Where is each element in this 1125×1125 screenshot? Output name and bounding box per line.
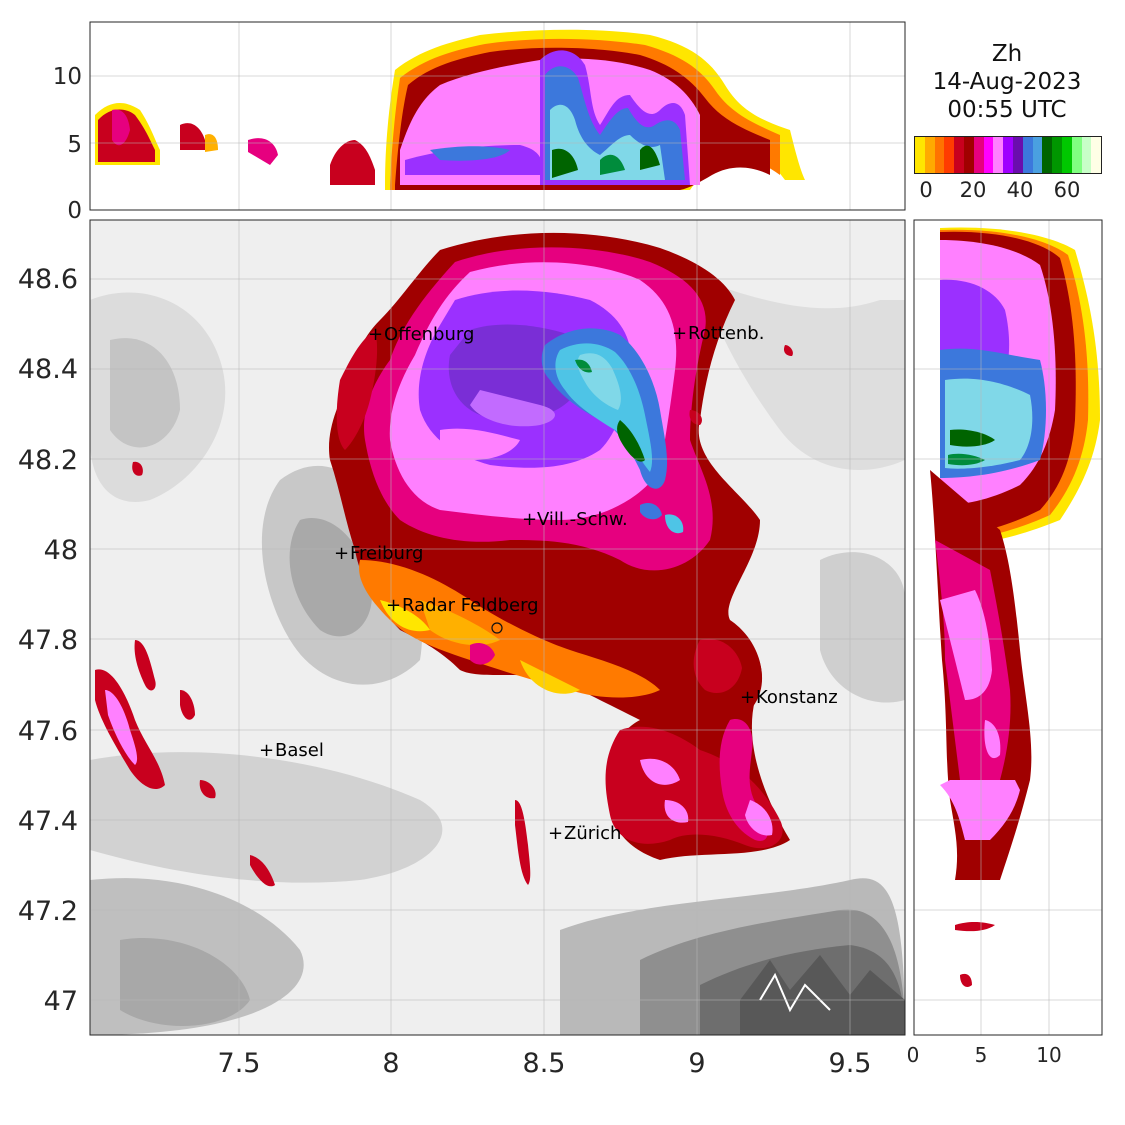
side-axes-frame xyxy=(913,219,1103,1036)
svg-text:+: + xyxy=(522,509,537,530)
city-villingen-schwenningen: + Vill.-Schw. xyxy=(522,509,628,530)
city-zurich: + Zürich xyxy=(548,823,621,844)
side-grid xyxy=(914,220,1102,1035)
city-label: Zürich xyxy=(564,823,621,844)
colorbar-swatch xyxy=(1032,137,1043,173)
date-title: 14-Aug-2023 xyxy=(932,69,1082,95)
y-tick-label: 5 xyxy=(67,132,82,158)
city-radar-feldberg: + Radar Feldberg xyxy=(386,595,539,616)
main-x-tick-labels: 7.5 8 8.5 9 9.5 xyxy=(218,1048,872,1079)
colorbar-swatch xyxy=(993,137,1004,173)
y-tick-label: 48.4 xyxy=(18,354,78,385)
colorbar-tick-label: 0 xyxy=(919,178,933,202)
city-label: Vill.-Schw. xyxy=(537,509,628,530)
colorbar-swatch xyxy=(1012,137,1023,173)
colorbar-tick-label: 40 xyxy=(1006,178,1034,202)
colorbar-tick-label: 20 xyxy=(959,178,987,202)
y-tick-label: 10 xyxy=(53,64,82,90)
title-block: Zh 14-Aug-2023 00:55 UTC xyxy=(912,40,1102,124)
top-y-tick-labels: 10 5 0 xyxy=(53,64,82,224)
x-tick-label: 9 xyxy=(688,1048,705,1079)
colorbar-swatch xyxy=(973,137,984,173)
colorbar-swatch xyxy=(1022,137,1033,173)
city-label: Basel xyxy=(275,740,324,761)
y-tick-label: 47 xyxy=(44,986,78,1017)
time-title: 00:55 UTC xyxy=(947,97,1067,123)
y-tick-label: 48.6 xyxy=(18,264,78,295)
x-tick-label: 8.5 xyxy=(523,1048,566,1079)
city-konstanz: + Konstanz xyxy=(740,687,838,708)
x-tick-label: 9.5 xyxy=(829,1048,872,1079)
city-rottenburg: + Rottenb. xyxy=(672,323,764,344)
city-label: Rottenb. xyxy=(688,323,764,344)
city-label: Offenburg xyxy=(384,324,474,345)
y-tick-label: 47.4 xyxy=(18,806,78,837)
colorbar-swatch xyxy=(934,137,945,173)
svg-text:+: + xyxy=(548,823,563,844)
y-tick-label: 0 xyxy=(67,198,82,224)
svg-text:+: + xyxy=(740,687,755,708)
svg-text:+: + xyxy=(672,323,687,344)
side-x-tick-labels: 0 5 10 xyxy=(907,1043,1062,1067)
city-label: Freiburg xyxy=(350,543,423,564)
top-cross-section-panel: 10 5 0 xyxy=(53,21,906,224)
svg-text:+: + xyxy=(368,324,383,345)
radar-site-marker xyxy=(491,622,503,634)
colorbar-swatch xyxy=(1061,137,1072,173)
city-basel: + Basel xyxy=(259,740,324,761)
city-label: Radar Feldberg xyxy=(402,595,539,616)
top-grid xyxy=(90,22,905,210)
main-axes-frame xyxy=(89,219,906,1036)
terrain-background xyxy=(90,220,905,1035)
x-tick-label: 7.5 xyxy=(218,1048,261,1079)
side-cross-section-panel: 0 5 10 xyxy=(907,219,1103,1067)
colorbar-swatch xyxy=(963,137,974,173)
svg-text:+: + xyxy=(386,595,401,616)
colorbar-swatch xyxy=(1081,137,1092,173)
colorbar-swatch xyxy=(1042,137,1053,173)
colorbar-swatch xyxy=(944,137,955,173)
x-tick-label: 10 xyxy=(1036,1043,1061,1067)
main-map-panel: + Offenburg + Rottenb. + Vill.-Schw. + F… xyxy=(18,219,906,1079)
colorbar-swatch xyxy=(915,137,925,173)
city-label: Konstanz xyxy=(756,687,838,708)
side-echo-profile xyxy=(930,227,1100,987)
city-freiburg: + Freiburg xyxy=(334,543,423,564)
colorbar xyxy=(914,136,1102,174)
main-y-tick-labels: 48.6 48.4 48.2 48 47.8 47.6 47.4 47.2 47 xyxy=(18,264,78,1017)
svg-text:+: + xyxy=(259,740,274,761)
colorbar-tick-label: 60 xyxy=(1053,178,1081,202)
main-grid xyxy=(90,220,905,1035)
city-layer: + Offenburg + Rottenb. + Vill.-Schw. + F… xyxy=(259,323,838,844)
colorbar-swatch xyxy=(1003,137,1013,173)
y-tick-label: 47.6 xyxy=(18,716,78,747)
svg-text:+: + xyxy=(334,543,349,564)
y-tick-label: 48.2 xyxy=(18,445,78,476)
colorbar-swatch xyxy=(983,137,994,173)
colorbar-swatch xyxy=(1071,137,1082,173)
y-tick-label: 47.2 xyxy=(18,896,78,927)
x-tick-label: 5 xyxy=(975,1043,988,1067)
city-offenburg: + Offenburg xyxy=(368,324,474,345)
y-tick-label: 47.8 xyxy=(18,625,78,656)
x-tick-label: 8 xyxy=(382,1048,399,1079)
colorbar-swatch xyxy=(1052,137,1062,173)
colorbar-swatch xyxy=(1091,137,1102,173)
top-echo-profile xyxy=(95,29,805,190)
y-tick-label: 48 xyxy=(44,535,78,566)
colorbar-swatch xyxy=(924,137,935,173)
x-tick-label: 0 xyxy=(907,1043,920,1067)
colorbar-swatch xyxy=(954,137,964,173)
variable-title: Zh xyxy=(991,41,1023,67)
top-axes-frame xyxy=(89,21,906,211)
